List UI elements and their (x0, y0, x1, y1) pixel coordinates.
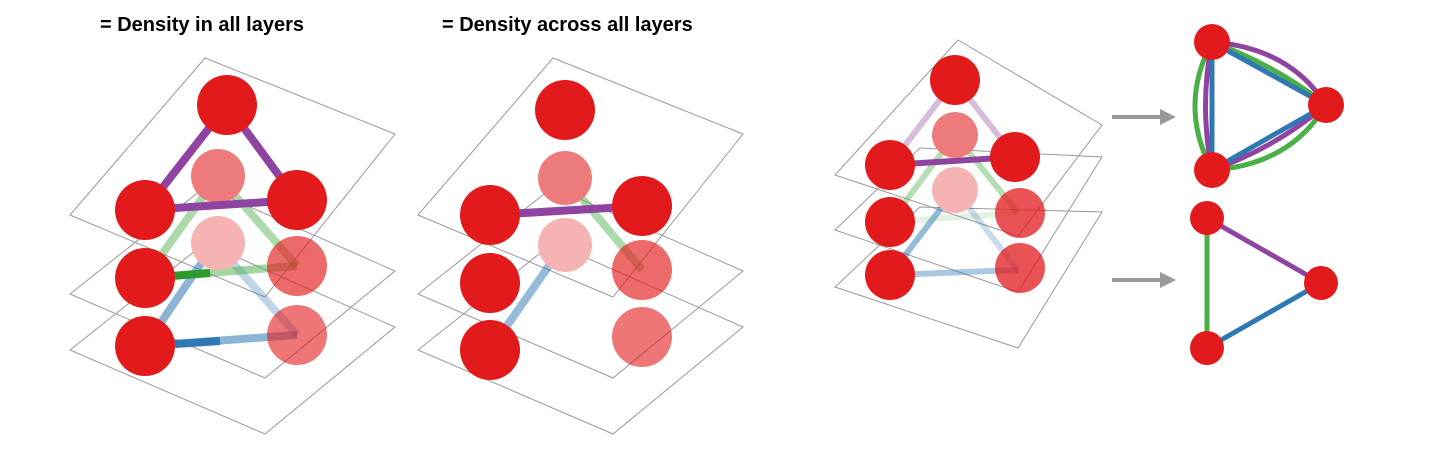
edge-blue-visible (174, 337, 221, 348)
node (115, 180, 175, 240)
node (1190, 201, 1224, 235)
node (115, 248, 175, 308)
node-faded (612, 240, 672, 300)
node-faded (995, 243, 1045, 293)
node (535, 80, 595, 140)
node (930, 55, 980, 105)
aggregate-multigraph (1192, 24, 1344, 188)
node (1190, 331, 1224, 365)
node (460, 253, 520, 313)
node-faded (995, 188, 1045, 238)
panel-density-in-all-layers (69, 57, 396, 435)
aggregate-simple-graph (1190, 201, 1338, 365)
node (612, 176, 672, 236)
node-faded (267, 305, 327, 365)
panel-multiplex-to-aggregate (834, 24, 1344, 365)
node-faded (538, 151, 592, 205)
node-faded (538, 218, 592, 272)
node (460, 185, 520, 245)
node (1194, 24, 1230, 60)
node (865, 197, 915, 247)
node-faded (267, 236, 327, 296)
node (460, 320, 520, 380)
panel-density-across-all-layers (417, 57, 744, 435)
node (197, 75, 257, 135)
layer-plane-top (834, 39, 1103, 237)
node (990, 132, 1040, 182)
arrow-icon (1112, 272, 1176, 288)
node (865, 250, 915, 300)
node-faded (612, 307, 672, 367)
node (115, 316, 175, 376)
edge-green-visible (171, 269, 211, 280)
node-faded (191, 149, 245, 203)
node-faded (932, 112, 978, 158)
node-faded (191, 216, 245, 270)
edge-blue (1210, 102, 1328, 173)
node (1308, 87, 1344, 123)
title-density-across-all-layers: = Density across all layers (442, 14, 693, 36)
arrow-icon (1112, 109, 1176, 125)
node (1194, 152, 1230, 188)
node (267, 170, 327, 230)
node-faded (932, 167, 978, 213)
node (865, 140, 915, 190)
title-density-in-all-layers: = Density in all layers (100, 14, 304, 36)
edge-blue (1210, 39, 1328, 108)
edge-purple (1205, 215, 1323, 286)
edge-blue (1205, 280, 1323, 351)
node (1304, 266, 1338, 300)
